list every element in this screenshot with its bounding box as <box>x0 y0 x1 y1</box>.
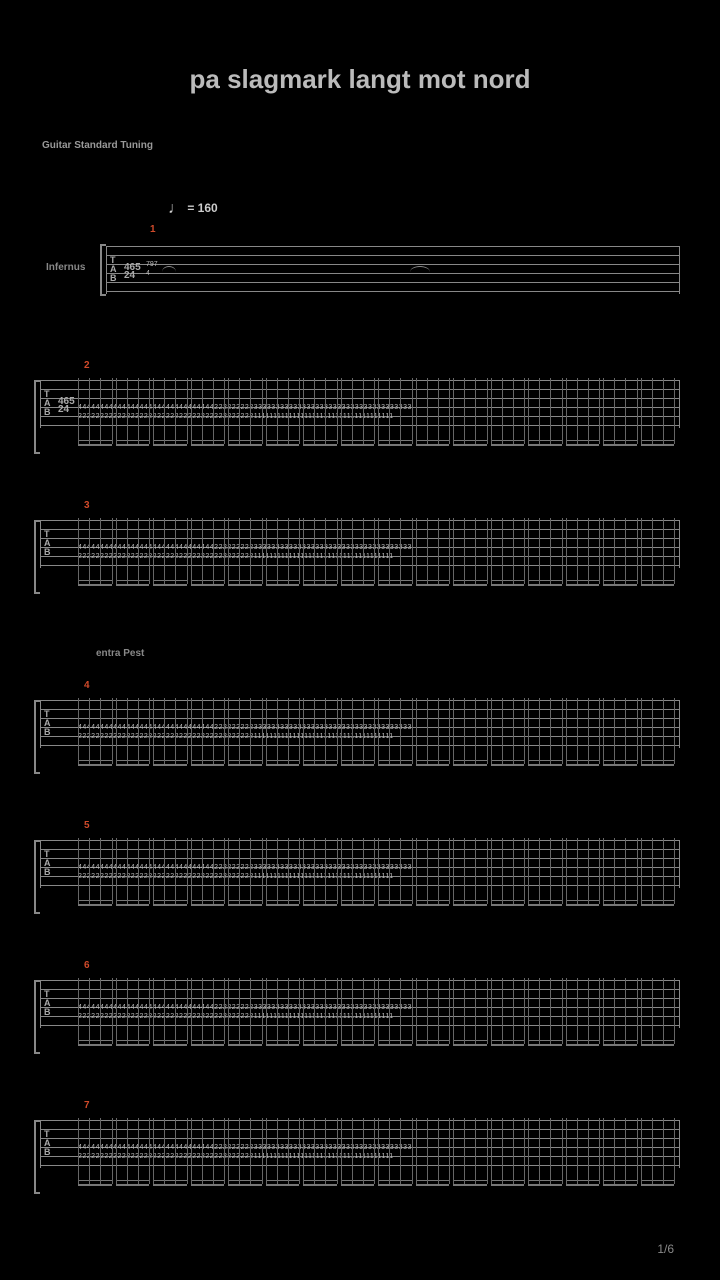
tab-clef: T A B <box>44 530 50 557</box>
tempo-marking: ♩ = 160 <box>168 200 218 218</box>
measure-number: 7 <box>84 1100 90 1111</box>
tab-staff <box>106 246 680 294</box>
tuning-label: Guitar Standard Tuning <box>42 140 153 151</box>
quarter-note-icon: ♩ <box>168 200 184 217</box>
measure-number: 5 <box>84 820 90 831</box>
tempo-value: = 160 <box>187 201 217 215</box>
tie-arc <box>410 266 430 272</box>
tab-clef: T A B <box>110 256 116 283</box>
section-label: entra Pest <box>96 648 144 659</box>
measure-number: 6 <box>84 960 90 971</box>
measure-number: 3 <box>84 500 90 511</box>
note-stems <box>78 888 678 910</box>
note-stems <box>78 748 678 770</box>
part-label: Infernus <box>46 262 85 273</box>
tab-clef: T A B <box>44 990 50 1017</box>
measure-number: 2 <box>84 360 90 371</box>
measure-number: 1 <box>150 224 156 235</box>
page-number: 1/6 <box>657 1242 674 1256</box>
tie-arc <box>162 266 176 272</box>
note-stems <box>78 1028 678 1050</box>
note-stems <box>78 1168 678 1190</box>
time-signature: 46524 <box>124 264 141 280</box>
note-stems <box>78 428 678 450</box>
tab-clef: T A B <box>44 850 50 877</box>
tab-clef: T A B <box>44 1130 50 1157</box>
tab-clef: T A B <box>44 710 50 737</box>
note-stems <box>78 568 678 590</box>
measure-number: 4 <box>84 680 90 691</box>
song-title: pa slagmark langt mot nord <box>0 0 720 95</box>
tab-clef: T A B <box>44 390 50 417</box>
intro-chord: 7974 <box>146 260 158 278</box>
time-signature: 46524 <box>58 398 75 414</box>
